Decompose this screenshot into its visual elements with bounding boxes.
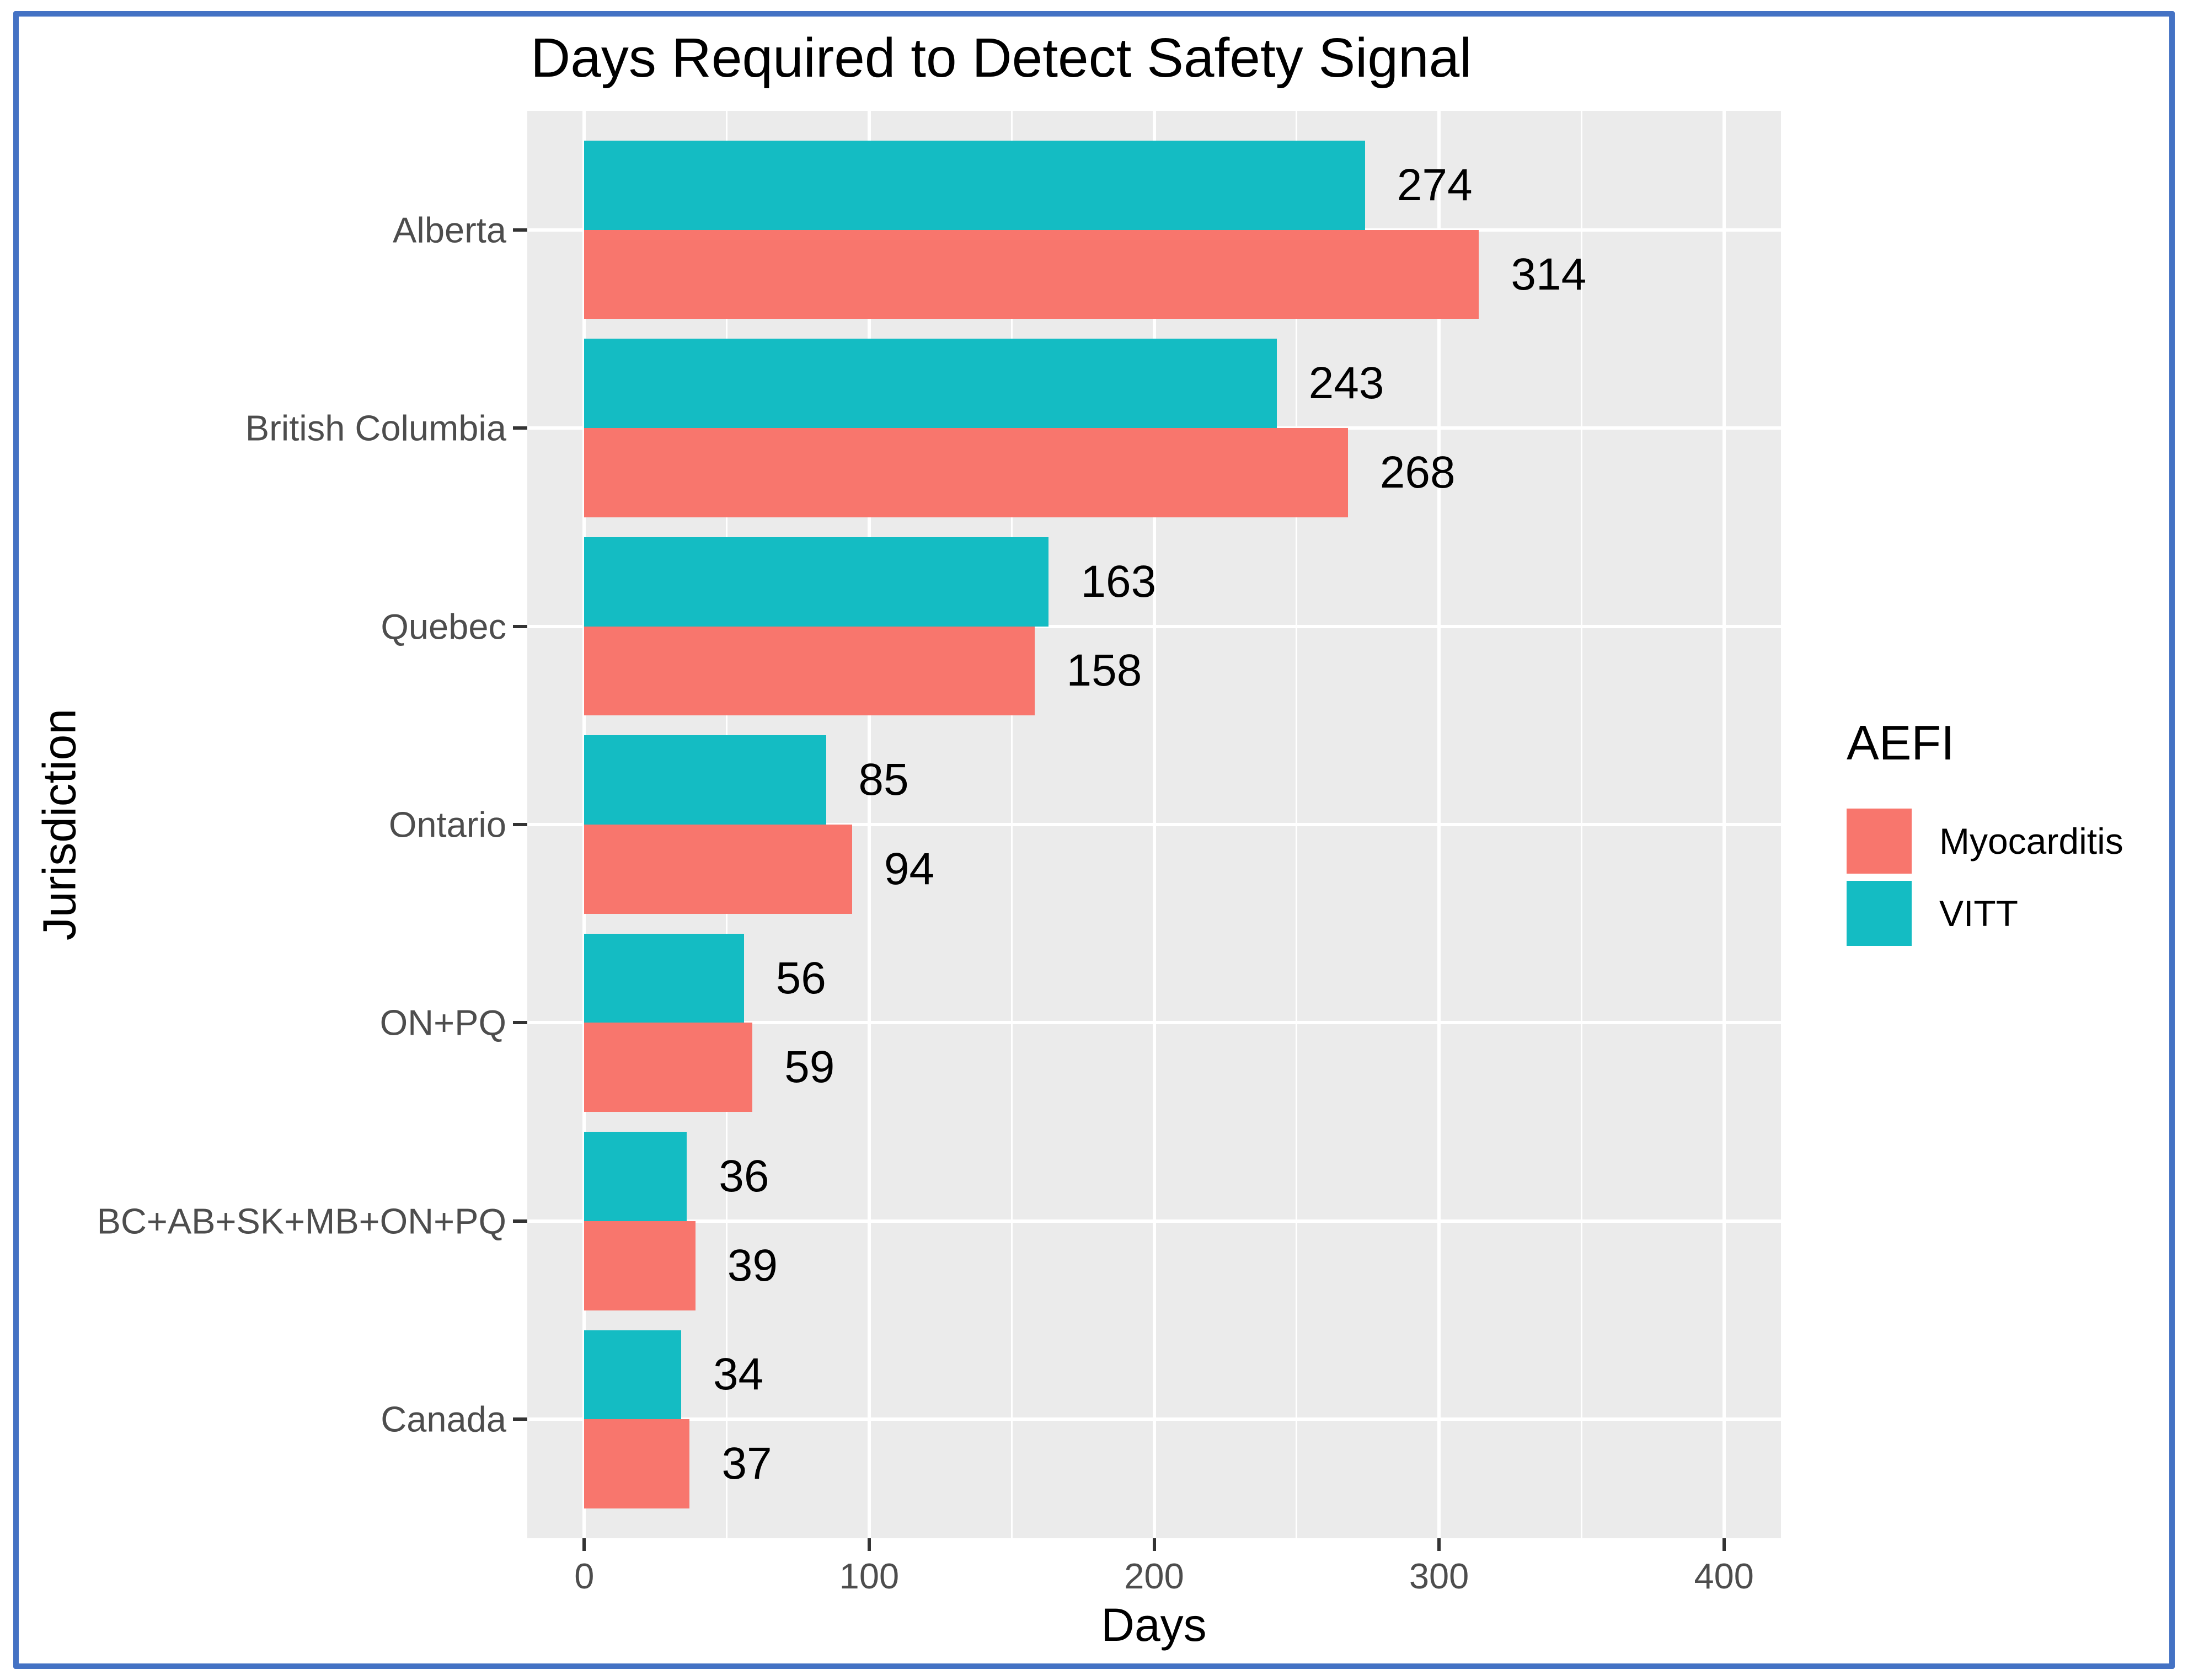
chart-title: Days Required to Detect Safety Signal: [531, 27, 1472, 89]
y-axis-tick: [513, 1021, 527, 1025]
x-axis-label: 400: [1694, 1556, 1754, 1596]
value-label-myocarditis-british-columbia: 268: [1379, 447, 1456, 497]
gridline-y-major: [527, 624, 1781, 628]
y-axis-label: BC+AB+SK+MB+ON+PQ: [97, 1201, 506, 1242]
legend-title: AEFI: [1847, 715, 1955, 770]
x-axis-title: Days: [1101, 1599, 1207, 1651]
bar-vitt-alberta: [584, 140, 1365, 230]
x-axis-tick: [867, 1538, 871, 1551]
y-axis-tick: [513, 1417, 527, 1421]
value-label-myocarditis-ontario: 94: [884, 843, 935, 894]
x-axis-tick: [1437, 1538, 1441, 1551]
bar-myocarditis-british-columbia: [584, 428, 1348, 517]
x-axis-tick: [582, 1538, 586, 1551]
y-axis-tick: [513, 228, 527, 232]
gridline-y-major: [527, 1021, 1781, 1025]
y-axis-label: Ontario: [388, 804, 506, 845]
value-label-myocarditis-on-pq: 59: [784, 1042, 835, 1093]
bar-myocarditis-ontario: [584, 825, 852, 914]
value-label-vitt-on-pq: 56: [775, 953, 826, 1003]
value-label-vitt-canada: 34: [713, 1349, 764, 1400]
x-axis-label: 300: [1409, 1556, 1469, 1596]
legend-label-myocarditis: Myocarditis: [1939, 821, 2123, 862]
value-label-myocarditis-quebec: 158: [1066, 645, 1142, 696]
legend-item-myocarditis: Myocarditis: [1847, 809, 2123, 874]
value-label-myocarditis-alberta: 314: [1511, 249, 1587, 299]
value-label-vitt-quebec: 163: [1080, 556, 1157, 607]
x-axis-label: 100: [839, 1556, 900, 1596]
y-axis-label: Quebec: [381, 606, 506, 647]
y-axis-label: Canada: [381, 1399, 506, 1440]
legend-swatch-vitt: [1847, 881, 1912, 946]
value-label-vitt-ontario: 85: [858, 755, 909, 805]
y-axis-tick: [513, 426, 527, 430]
value-label-myocarditis-canada: 37: [721, 1438, 772, 1489]
legend-item-vitt: VITT: [1847, 881, 2123, 946]
x-axis-tick: [1152, 1538, 1156, 1551]
gridline-y-major: [527, 1417, 1781, 1421]
value-label-vitt-bc-ab-sk-mb-on-pq: 36: [719, 1151, 769, 1201]
legend-swatch-myocarditis: [1847, 809, 1912, 874]
bar-vitt-on-pq: [584, 933, 744, 1023]
bar-vitt-bc-ab-sk-mb-on-pq: [584, 1132, 687, 1221]
y-axis-title: Jurisdiction: [33, 708, 85, 941]
figure-border: [13, 11, 2175, 1669]
value-label-vitt-alberta: 274: [1397, 159, 1473, 210]
bar-vitt-quebec: [584, 537, 1049, 627]
gridline-y-major: [527, 823, 1781, 826]
bar-vitt-ontario: [584, 735, 827, 825]
legend-label-vitt: VITT: [1939, 893, 2018, 934]
bar-vitt-canada: [584, 1330, 681, 1420]
bar-myocarditis-quebec: [584, 626, 1035, 716]
bar-myocarditis-bc-ab-sk-mb-on-pq: [584, 1221, 696, 1310]
x-axis-label: 0: [574, 1556, 595, 1596]
bar-vitt-british-columbia: [584, 339, 1277, 429]
bar-myocarditis-alberta: [584, 229, 1479, 319]
y-axis-tick: [513, 624, 527, 628]
x-axis-label: 200: [1124, 1556, 1184, 1596]
x-axis-tick: [1722, 1538, 1726, 1551]
bar-myocarditis-on-pq: [584, 1023, 753, 1112]
y-axis-label: British Columbia: [245, 408, 506, 448]
value-label-vitt-british-columbia: 243: [1308, 358, 1384, 409]
bar-myocarditis-canada: [584, 1419, 690, 1509]
y-axis-tick: [513, 823, 527, 826]
value-label-myocarditis-bc-ab-sk-mb-on-pq: 39: [727, 1240, 778, 1291]
legend-items: Myocarditis VITT: [1847, 809, 2123, 946]
y-axis-label: ON+PQ: [379, 1002, 506, 1043]
plot-panel: 274 314 243 268 163 158 85 94 56 59 36 39 34 37: [527, 111, 1781, 1538]
y-axis-label: Alberta: [393, 210, 506, 250]
legend: AEFI Myocarditis VITT: [1847, 715, 2123, 953]
gridline-y-major: [527, 1219, 1781, 1223]
y-axis-tick: [513, 1219, 527, 1223]
